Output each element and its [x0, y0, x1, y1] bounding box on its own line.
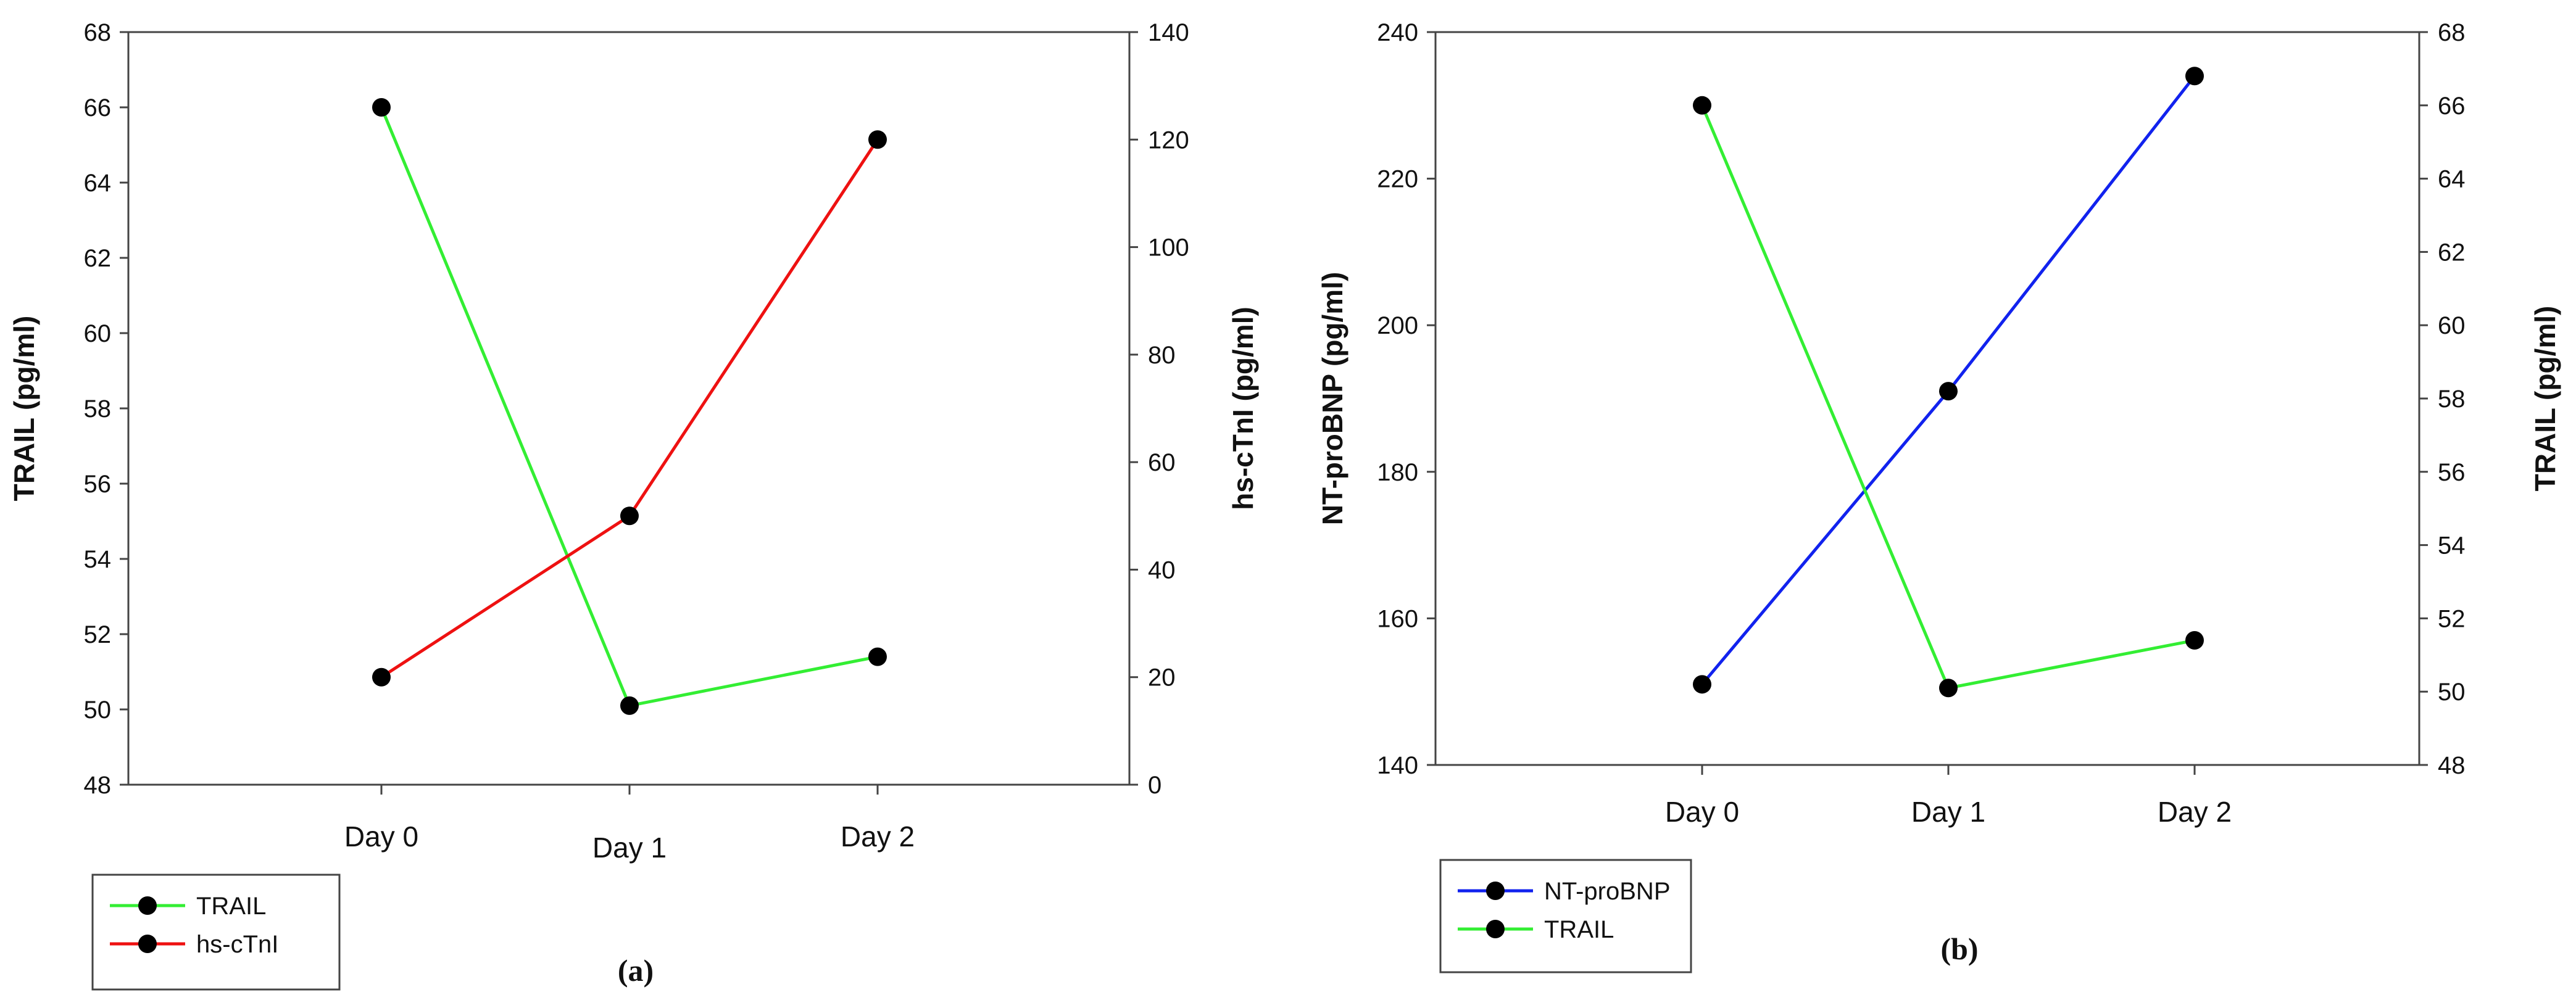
series-line-trail — [380, 107, 878, 708]
right-axis-tick-label: 62 — [2438, 239, 2466, 266]
legend-swatch-marker — [138, 896, 157, 915]
data-point-trail — [2185, 631, 2204, 650]
data-point-hs-ctni — [868, 130, 887, 149]
chart-panel-2: 140 160 180 200 220 240 48 50 52 54 56 58 60 62 64 66 68… — [1316, 19, 2561, 973]
legend-entry-label: hs-cTnI — [196, 931, 278, 958]
data-point-hs-ctni — [620, 506, 639, 526]
data-point-nt-probnp — [2185, 67, 2204, 86]
legend-entry-label: TRAIL — [196, 893, 266, 920]
right-axis-tick-label: 48 — [2438, 752, 2466, 779]
series-line-nt-probnp — [1701, 75, 2196, 685]
x-axis-category-label: Day 1 — [1911, 796, 1985, 828]
right-axis-tick-label: 60 — [2438, 312, 2466, 339]
left-axis-title: TRAIL (pg/ml) — [8, 316, 40, 502]
right-axis-tick-label: 0 — [1148, 772, 1161, 799]
legend-swatch-marker — [138, 935, 157, 953]
right-axis-title: TRAIL (pg/ml) — [2529, 306, 2561, 492]
right-axis-tick-label: 66 — [2438, 93, 2466, 120]
data-point-trail — [1939, 679, 1958, 698]
left-axis-tick-label: 68 — [84, 19, 112, 46]
right-axis-tick-label: 20 — [1148, 664, 1176, 692]
right-axis-tick-label: 50 — [2438, 679, 2466, 706]
legend-entry-label: NT-proBNP — [1544, 878, 1671, 905]
right-axis-tick-label: 60 — [1148, 449, 1176, 476]
left-axis-tick-label: 140 — [1377, 752, 1418, 779]
right-axis-tick-label: 52 — [2438, 605, 2466, 632]
left-axis-tick-label: 160 — [1377, 605, 1418, 632]
right-axis-tick-label: 56 — [2438, 459, 2466, 486]
left-axis-tick-label: 60 — [84, 320, 112, 347]
x-axis-category-label: Day 2 — [841, 820, 915, 853]
left-axis-tick-label: 50 — [84, 696, 112, 724]
data-point-nt-probnp — [1693, 675, 1711, 694]
right-axis-tick-label: 80 — [1148, 342, 1176, 369]
data-point-trail — [868, 647, 887, 666]
panel-label: (b) — [1940, 932, 1978, 966]
data-point-trail — [620, 696, 639, 715]
x-axis-category-label: Day 1 — [592, 832, 667, 864]
data-point-trail — [1693, 96, 1711, 115]
legend-box — [91, 874, 341, 991]
panel-label: (a) — [618, 953, 654, 988]
x-axis-category-label: Day 0 — [344, 820, 418, 853]
right-axis-tick-label: 54 — [2438, 532, 2466, 560]
right-axis-tick-label: 40 — [1148, 556, 1176, 584]
left-axis-tick-label: 58 — [84, 395, 112, 423]
legend-entry-label: TRAIL — [1544, 916, 1614, 943]
left-axis-tick-label: 64 — [84, 170, 112, 197]
x-axis-category-label: Day 2 — [2158, 796, 2232, 828]
right-axis-tick-label: 100 — [1148, 234, 1189, 262]
left-axis-tick-label: 180 — [1377, 459, 1418, 486]
left-axis-tick-label: 56 — [84, 471, 112, 498]
left-axis-tick-label: 200 — [1377, 312, 1418, 339]
legend-swatch-marker — [1486, 882, 1505, 900]
left-axis-tick-label: 48 — [84, 772, 112, 799]
left-axis-title: NT-proBNP (pg/ml) — [1316, 272, 1348, 526]
right-axis-title: hs-cTnI (pg/ml) — [1227, 307, 1259, 510]
left-axis-tick-label: 62 — [84, 245, 112, 272]
left-axis-tick-label: 52 — [84, 621, 112, 648]
series-line-hs-ctni — [380, 138, 879, 679]
chart-panel-1: 48 50 52 54 56 58 60 62 64 66 68 0 20 40 60 80 100 120 140… — [8, 19, 1259, 991]
legend-box — [1439, 859, 1692, 973]
right-axis-tick-label: 68 — [2438, 19, 2466, 46]
right-axis-tick-label: 120 — [1148, 126, 1189, 154]
data-point-trail — [372, 98, 391, 117]
right-axis-tick-label: 64 — [2438, 166, 2466, 193]
x-axis-category-label: Day 0 — [1665, 796, 1739, 828]
data-point-hs-ctni — [372, 667, 391, 687]
left-axis-tick-label: 66 — [84, 94, 112, 122]
right-axis-tick-label: 58 — [2438, 386, 2466, 413]
left-axis-tick-label: 220 — [1377, 166, 1418, 193]
legend-swatch-marker — [1486, 920, 1505, 938]
right-axis-tick-label: 140 — [1148, 19, 1189, 46]
legend: NT-proBNP TRAIL — [1439, 859, 1692, 973]
data-point-nt-probnp — [1939, 382, 1958, 401]
legend: TRAIL hs-cTnI — [91, 874, 341, 991]
left-axis-tick-label: 54 — [84, 546, 112, 573]
left-axis-tick-label: 240 — [1377, 19, 1418, 46]
